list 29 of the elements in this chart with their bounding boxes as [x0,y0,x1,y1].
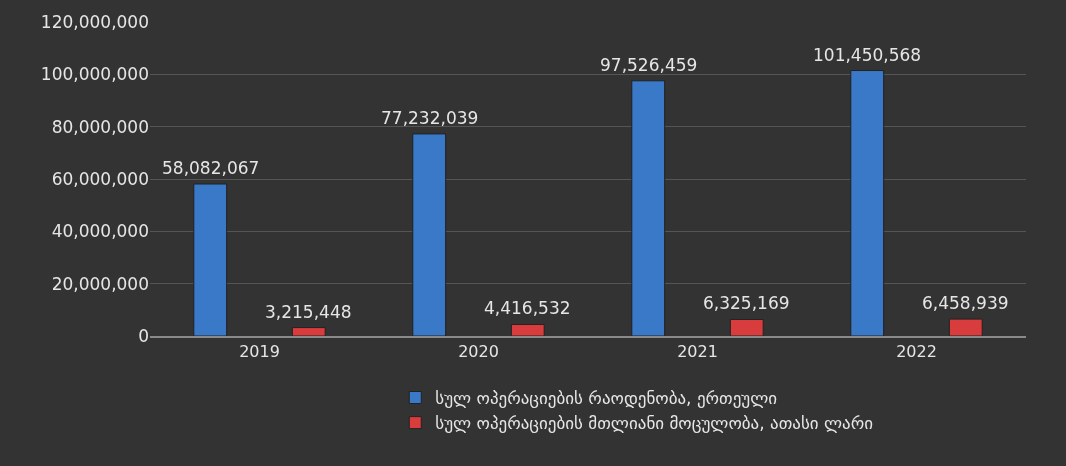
data-label: 4,416,532 [484,298,571,318]
data-label: 6,325,169 [703,293,790,313]
data-label: 77,232,039 [381,108,479,128]
x-tick-label: 2019 [239,342,280,362]
legend-label: სულ ოპერაციების რაოდენობა, ერთეული [435,388,778,409]
bar [631,80,666,336]
y-tick-label: 40,000,000 [51,221,149,242]
data-label: 58,082,067 [162,158,260,178]
y-tick-label: 120,000,000 [40,11,149,32]
legend-label: სულ ოპერაციების მთლიანი მოცულობა, ათასი ლარი [435,413,874,434]
bar [948,318,983,336]
x-tick-label: 2020 [458,342,499,362]
data-label: 101,450,568 [813,45,922,65]
bar [193,183,228,336]
data-label: 6,458,939 [922,293,1009,313]
bar [850,70,885,336]
bar [291,327,326,336]
y-tick-label: 100,000,000 [40,64,149,85]
y-tick-label: 60,000,000 [51,168,149,189]
x-tick-label: 2021 [677,342,718,362]
data-label: 97,526,459 [600,55,698,75]
y-tick-label: 0 [138,325,149,346]
bar [510,323,545,336]
data-label: 3,215,448 [265,302,352,322]
y-tick-label: 20,000,000 [51,273,149,294]
y-tick-label: 80,000,000 [51,116,149,137]
x-tick-label: 2022 [896,342,937,362]
bar [729,318,764,336]
bar [412,133,447,336]
